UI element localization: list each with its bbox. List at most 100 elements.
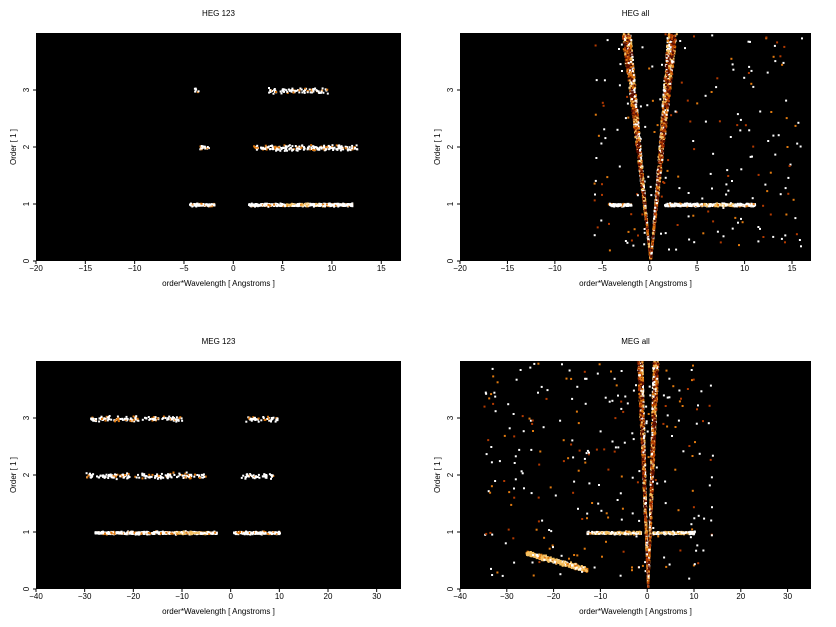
data-point	[626, 57, 629, 60]
data-point	[304, 202, 307, 205]
data-point	[641, 46, 644, 49]
data-point	[628, 56, 631, 59]
data-point	[630, 58, 633, 61]
data-point	[674, 110, 677, 113]
data-point	[322, 91, 325, 94]
data-point	[665, 52, 668, 55]
data-point	[740, 204, 743, 207]
data-point	[656, 171, 659, 174]
data-point	[636, 127, 639, 130]
data-point	[341, 146, 344, 149]
data-point	[333, 146, 336, 149]
chart-title: HEG 123	[202, 9, 235, 18]
data-point	[661, 115, 664, 118]
data-point	[660, 139, 663, 142]
data-point	[661, 158, 664, 161]
data-point	[269, 145, 272, 147]
data-point	[666, 44, 669, 47]
data-point	[688, 238, 691, 241]
data-point	[624, 47, 626, 50]
data-point	[208, 204, 211, 207]
data-point	[631, 78, 634, 81]
data-point	[666, 169, 669, 172]
data-point	[674, 37, 677, 40]
x-tick-label: −15	[79, 264, 93, 273]
data-point	[594, 113, 597, 116]
data-point	[640, 171, 643, 174]
data-point	[641, 174, 644, 177]
data-point	[288, 144, 291, 147]
chart-title: HEG all	[622, 9, 650, 18]
data-point	[657, 187, 659, 190]
data-point	[268, 87, 270, 89]
data-point	[631, 96, 634, 98]
data-point	[643, 228, 646, 230]
data-point	[318, 202, 321, 205]
data-point	[665, 121, 668, 124]
data-point	[630, 73, 633, 76]
data-point	[258, 204, 261, 207]
data-point	[734, 204, 737, 207]
data-point	[643, 203, 646, 206]
data-point	[673, 50, 676, 53]
data-point	[638, 168, 641, 171]
data-point	[293, 90, 296, 93]
data-point	[650, 252, 653, 255]
data-point	[661, 110, 664, 113]
data-point	[317, 204, 320, 207]
data-point	[618, 48, 620, 50]
data-point	[205, 203, 208, 206]
data-point	[628, 79, 631, 82]
data-point	[654, 216, 657, 219]
data-point	[94, 532, 97, 535]
data-point	[644, 209, 647, 212]
data-point	[146, 533, 149, 536]
data-point	[634, 127, 637, 129]
data-point	[632, 65, 635, 68]
data-point	[675, 248, 678, 251]
data-point	[636, 139, 639, 142]
data-point	[666, 41, 669, 44]
data-point	[665, 56, 668, 59]
data-point	[670, 72, 673, 75]
data-point	[660, 120, 663, 123]
data-point	[307, 146, 309, 149]
data-point	[337, 145, 340, 148]
data-point	[712, 220, 715, 223]
data-point	[764, 183, 767, 186]
data-point	[632, 68, 635, 71]
data-point	[629, 76, 632, 79]
data-point	[642, 180, 644, 183]
data-point	[664, 95, 667, 98]
data-point	[644, 207, 647, 209]
data-point	[668, 92, 671, 94]
data-point	[779, 193, 782, 196]
data-point	[630, 79, 633, 82]
data-point	[273, 147, 276, 150]
data-point	[275, 91, 277, 93]
data-point	[666, 83, 669, 86]
data-point	[663, 114, 666, 117]
data-point	[624, 55, 627, 58]
data-point	[301, 204, 304, 207]
data-point	[748, 65, 751, 68]
data-point	[195, 533, 198, 536]
data-point	[192, 203, 195, 206]
data-point	[671, 52, 674, 54]
data-point	[670, 41, 673, 44]
data-point	[342, 202, 345, 205]
data-point	[660, 142, 663, 145]
data-point	[639, 156, 642, 159]
data-point	[215, 531, 218, 534]
data-point	[784, 187, 787, 190]
data-point	[204, 533, 207, 536]
data-point	[646, 104, 649, 107]
data-point	[625, 37, 628, 39]
data-point	[654, 212, 656, 215]
data-point	[331, 144, 334, 147]
data-point	[296, 203, 299, 206]
data-point	[627, 230, 630, 233]
data-point	[302, 148, 305, 151]
data-point	[625, 64, 628, 67]
data-point	[96, 532, 99, 534]
